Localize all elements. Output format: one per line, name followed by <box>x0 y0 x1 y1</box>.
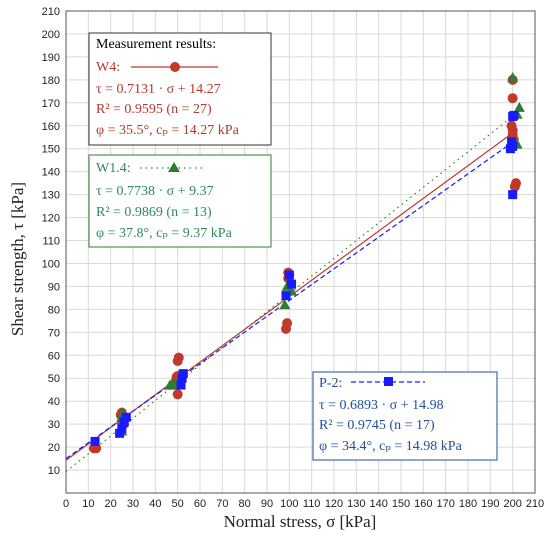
y-tick-label: 190 <box>42 52 60 64</box>
x-tick-label: 100 <box>280 498 298 510</box>
x-tick-label: 170 <box>436 498 454 510</box>
y-tick-label: 50 <box>48 373 60 385</box>
y-tick-label: 120 <box>42 213 60 225</box>
fit-line-p2 <box>65 141 514 460</box>
data-point-p2 <box>121 412 131 422</box>
y-tick-label: 200 <box>42 29 60 41</box>
legend-header: Measurement results: <box>96 37 216 52</box>
tick-labels: 0 10 20 30 40 50 60 70 80 90 100 110 120 130 140 150 160… <box>42 6 545 510</box>
x-tick-label: 120 <box>325 498 343 510</box>
legend-p2-name: P-2: <box>319 376 342 391</box>
data-point-p2 <box>284 270 294 280</box>
y-tick-label: 180 <box>42 75 60 87</box>
x-tick-label: 130 <box>347 498 365 510</box>
legend-p2-r2: R² = 0.9745 (n = 17) <box>319 418 435 433</box>
y-tick-label: 30 <box>48 419 60 431</box>
y-tick-label: 100 <box>42 258 60 270</box>
x-tick-label: 60 <box>194 498 206 510</box>
legend-w4-name: W4: <box>96 60 120 75</box>
legend-w14-r2: R² = 0.9869 (n = 13) <box>96 205 212 220</box>
legend-p2-params: φ = 34.4°, cₚ = 14.98 kPa <box>319 439 463 454</box>
x-tick-label: 90 <box>261 498 273 510</box>
legend-w4-r2: R² = 0.9595 (n = 27) <box>96 102 212 117</box>
legend-p2-marker <box>384 377 393 386</box>
data-point-p2 <box>509 110 519 120</box>
legend-w4-box <box>88 32 272 146</box>
legend-w14: W1.4: τ = 0.7738 · σ + 9.37 R² = 0.9869 … <box>88 154 272 248</box>
data-point-w14 <box>513 101 525 112</box>
data-point-p2 <box>281 291 291 301</box>
data-point-p2 <box>177 373 187 383</box>
data-point-p2 <box>119 417 129 427</box>
x-tick-label: 80 <box>239 498 251 510</box>
x-tick-label: 70 <box>216 498 228 510</box>
data-point-p2 <box>287 279 297 289</box>
legend-w4-marker <box>170 62 180 72</box>
y-tick-label: 140 <box>42 167 60 179</box>
data-point-w4 <box>173 352 184 363</box>
x-tick-label: 40 <box>149 498 161 510</box>
y-tick-label: 150 <box>42 144 60 156</box>
legend-w14-equation: τ = 0.7738 · σ + 9.37 <box>96 184 214 199</box>
x-tick-label: 190 <box>481 498 499 510</box>
plot-frame <box>65 10 536 494</box>
data-point-w14 <box>279 299 291 310</box>
legend-w4-params: φ = 35.5°, cₚ = 14.27 kPa <box>96 123 240 138</box>
y-tick-label: 60 <box>48 350 60 362</box>
y-tick-label: 170 <box>42 98 60 110</box>
x-tick-label: 150 <box>392 498 410 510</box>
data-point-p2 <box>507 137 517 147</box>
data-point-p2 <box>508 190 518 200</box>
y-tick-label: 10 <box>48 465 60 477</box>
data-point-w4 <box>511 178 522 189</box>
data-point-p2 <box>176 380 186 390</box>
y-tick-label: 70 <box>48 327 60 339</box>
data-point-w14 <box>507 72 519 83</box>
y-tick-label: 130 <box>42 190 60 202</box>
x-tick-label: 110 <box>303 498 321 510</box>
y-tick-label: 160 <box>42 121 60 133</box>
x-tick-label: 210 <box>526 498 544 510</box>
legend-p2-equation: τ = 0.6893 · σ + 14.98 <box>319 398 444 413</box>
y-tick-label: 80 <box>48 304 60 316</box>
x-tick-label: 50 <box>172 498 184 510</box>
legend-w4: Measurement results: W4: τ = 0.7131 · σ … <box>88 32 272 146</box>
data-point-p2 <box>508 141 518 151</box>
x-tick-label: 140 <box>369 498 387 510</box>
x-tick-label: 0 <box>63 498 69 510</box>
data-point-w4 <box>506 120 517 131</box>
data-point-w4 <box>507 93 518 104</box>
y-axis-label: Shear strength, τ [kPa] <box>8 182 27 336</box>
data-point-p2 <box>115 428 125 438</box>
data-point-p2 <box>178 369 188 379</box>
x-axis-label: Normal stress, σ [kPa] <box>224 512 377 531</box>
data-point-p2 <box>117 424 127 434</box>
y-tick-label: 110 <box>42 236 60 248</box>
x-tick-label: 200 <box>503 498 521 510</box>
legend-p2: P-2: τ = 0.6893 · σ + 14.98 R² = 0.9745 … <box>312 371 498 461</box>
x-tick-label: 10 <box>82 498 94 510</box>
legend-p2-box <box>312 371 498 461</box>
y-tick-label: 90 <box>48 281 60 293</box>
y-tick-label: 40 <box>48 396 60 408</box>
data-points <box>88 72 525 454</box>
data-point-p2 <box>90 436 100 446</box>
legend-w14-name: W1.4: <box>96 161 131 176</box>
legend-w14-params: φ = 37.8°, cₚ = 9.37 kPa <box>96 226 233 241</box>
y-tick-label: 210 <box>42 6 60 18</box>
data-point-w4 <box>172 389 183 400</box>
data-point-w4 <box>282 318 293 329</box>
legend-w4-equation: τ = 0.7131 · σ + 14.27 <box>96 82 221 97</box>
x-tick-label: 20 <box>105 498 117 510</box>
y-tick-label: 20 <box>48 442 60 454</box>
x-tick-label: 30 <box>127 498 139 510</box>
legend-w14-marker <box>168 162 180 172</box>
x-tick-label: 180 <box>459 498 477 510</box>
x-tick-label: 160 <box>414 498 432 510</box>
legend-w14-box <box>88 154 272 248</box>
